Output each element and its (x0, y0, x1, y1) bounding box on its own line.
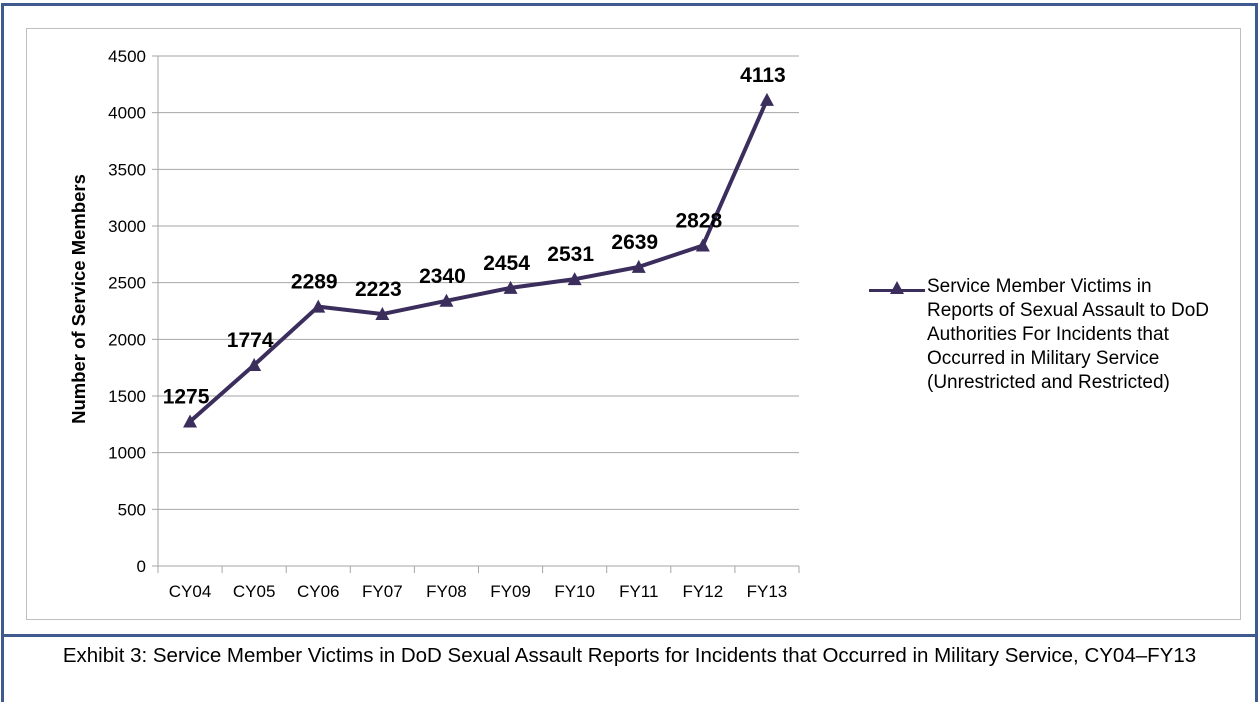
data-point-marker (695, 238, 710, 252)
data-point-marker (375, 307, 390, 321)
y-tick-label: 0 (137, 557, 146, 576)
data-label: 1774 (227, 329, 274, 352)
y-tick-label: 1500 (108, 387, 146, 406)
y-axis-ticks: 0 500 1000 1500 2000 2500 3000 3500 4000 4500 (108, 47, 146, 576)
x-tick-label: FY09 (490, 582, 531, 601)
data-point-marker (439, 293, 454, 307)
data-point-marker (311, 299, 326, 313)
data-point-marker (247, 357, 262, 371)
x-tick-label: FY12 (683, 582, 724, 601)
data-label: 2223 (355, 278, 402, 301)
y-tick-label: 2000 (108, 330, 146, 349)
data-point-marker (503, 280, 518, 294)
data-label: 2289 (291, 271, 338, 294)
x-tick-label: CY06 (297, 582, 340, 601)
series-markers (183, 92, 774, 428)
x-tick-label: CY04 (169, 582, 212, 601)
y-tick-label: 1000 (108, 444, 146, 463)
data-label: 2531 (547, 243, 594, 266)
data-point-marker (631, 259, 646, 273)
y-tick-label: 2500 (108, 274, 146, 293)
data-label: 1275 (163, 386, 210, 409)
data-point-marker (567, 272, 582, 286)
data-label: 2828 (675, 209, 722, 232)
caption-box: Exhibit 3: Service Member Victims in DoD… (4, 634, 1255, 702)
data-point-marker (759, 92, 774, 106)
legend-triangle-icon (890, 281, 904, 294)
x-tick-label: FY11 (619, 582, 658, 601)
x-tick-label: CY05 (233, 582, 276, 601)
gridlines (152, 55, 800, 573)
chart-area: 0 500 1000 1500 2000 2500 3000 3500 4000 4500 CY0… (26, 28, 1241, 620)
x-tick-label: FY07 (362, 582, 403, 601)
data-label: 2454 (483, 252, 530, 275)
series-line-path (188, 99, 769, 423)
x-tick-label: FY13 (747, 582, 788, 601)
data-label: 4113 (740, 64, 786, 87)
exhibit-caption: Exhibit 3: Service Member Victims in DoD… (62, 644, 1197, 667)
legend-label: Service Member Victims in Reports of Sex… (927, 276, 1209, 393)
exhibit-frame: 0 500 1000 1500 2000 2500 3000 3500 4000 4500 CY0… (1, 3, 1258, 702)
data-label: 2639 (611, 231, 658, 254)
data-label: 2340 (419, 265, 466, 288)
x-tick-label: FY10 (554, 582, 595, 601)
y-tick-label: 3500 (108, 160, 146, 179)
y-tick-label: 3000 (108, 217, 146, 236)
y-tick-label: 4000 (108, 104, 146, 123)
x-axis-ticks: CY04 CY05 CY06 FY07 FY08 FY09 FY10 FY11 FY12 FY13 (169, 582, 787, 601)
series-line (188, 99, 769, 423)
y-axis-label: Number of Service Members (68, 174, 89, 424)
y-tick-label: 4500 (108, 47, 146, 66)
data-labels: 1275 1774 2289 2223 2340 2454 2531 2639 2828 4113 (163, 64, 786, 409)
line-chart: 0 500 1000 1500 2000 2500 3000 3500 4000 4500 CY0… (68, 47, 800, 601)
x-tick-label: FY08 (426, 582, 467, 601)
data-point-marker (183, 414, 198, 428)
y-tick-label: 500 (118, 500, 146, 519)
